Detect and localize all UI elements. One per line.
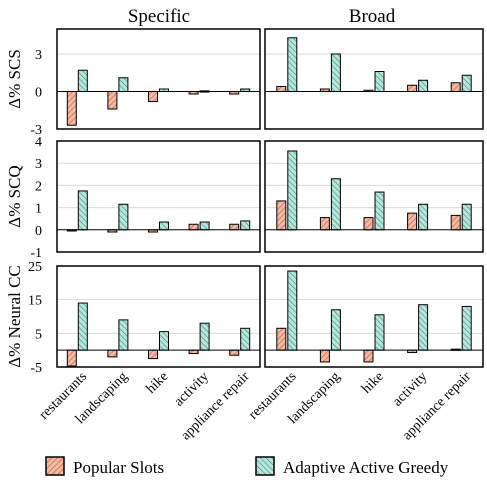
- panel-frame: [264, 28, 484, 130]
- panel-delta-scq-broad: [264, 140, 484, 253]
- bar-adaptive-active-greedy-landscaping: [118, 203, 129, 231]
- bar-popular-slots-appliance-repair: [450, 214, 461, 231]
- legend: Popular Slots Adaptive Active Greedy: [45, 456, 449, 477]
- bar-popular-slots-restaurants: [276, 200, 287, 231]
- panel-delta-neural-cc-specific: [56, 265, 261, 368]
- bar-adaptive-active-greedy-restaurants: [287, 37, 298, 92]
- bar-popular-slots-activity: [407, 212, 418, 231]
- x-tick-label-activity: activity: [172, 369, 212, 409]
- bar-popular-slots-landscaping: [107, 349, 118, 358]
- y-tick-label: 0: [35, 224, 42, 239]
- bar-popular-slots-restaurants: [276, 86, 287, 92]
- panel-delta-scs-broad: [264, 28, 484, 130]
- panel-delta-scq-specific: [56, 140, 261, 253]
- bar-adaptive-active-greedy-appliance-repair: [240, 220, 251, 231]
- bar-adaptive-active-greedy-activity: [199, 221, 210, 231]
- chart-panels: Δ% SCS -3 0 3 Δ% SCQ -1 0 1 2 3 4 Δ% Neural CC -5 5 15…: [5, 28, 484, 376]
- bar-popular-slots-restaurants: [66, 349, 77, 367]
- bar-adaptive-active-greedy-appliance-repair: [461, 74, 472, 92]
- panel-frame: [264, 140, 484, 253]
- bar-popular-slots-hike: [363, 217, 374, 231]
- bar-popular-slots-hike: [148, 91, 158, 102]
- bar-adaptive-active-greedy-hike: [374, 314, 385, 351]
- bar-popular-slots-hike: [363, 349, 374, 363]
- bar-adaptive-active-greedy-activity: [199, 322, 210, 351]
- bar-popular-slots-restaurants: [66, 91, 77, 126]
- panel-frame: [56, 140, 261, 253]
- bar-adaptive-active-greedy-appliance-repair: [461, 203, 472, 231]
- bar-popular-slots-appliance-repair: [450, 82, 461, 92]
- bar-adaptive-active-greedy-landscaping: [118, 77, 129, 92]
- panel-frame: [56, 265, 261, 368]
- bar-popular-slots-activity: [407, 84, 418, 92]
- y-tick-label: 15: [28, 294, 42, 309]
- bar-adaptive-active-greedy-appliance-repair: [240, 327, 251, 351]
- bar-adaptive-active-greedy-activity: [418, 203, 429, 231]
- y-tick-label: -3: [30, 123, 42, 138]
- bar-adaptive-active-greedy-restaurants: [77, 69, 88, 92]
- x-tick-label-hike: hike: [359, 369, 387, 397]
- bar-popular-slots-restaurants: [276, 327, 287, 351]
- y-axis-label-delta-neural-cc: Δ% Neural CC: [5, 265, 24, 368]
- bar-adaptive-active-greedy-activity: [418, 304, 429, 351]
- bar-popular-slots-landscaping: [319, 349, 330, 363]
- bar-popular-slots-activity: [188, 349, 199, 355]
- column-title-specific: Specific: [128, 6, 190, 27]
- bar-adaptive-active-greedy-appliance-repair: [461, 305, 472, 351]
- y-tick-label: 3: [35, 157, 42, 172]
- y-tick-label: 4: [35, 135, 42, 150]
- y-tick-label: 3: [35, 48, 42, 63]
- legend-label-popular-slots: Popular Slots: [73, 458, 164, 477]
- bar-adaptive-active-greedy-landscaping: [330, 53, 341, 92]
- bar-adaptive-active-greedy-landscaping: [330, 178, 341, 231]
- bar-adaptive-active-greedy-hike: [159, 221, 169, 231]
- bar-adaptive-active-greedy-restaurants: [77, 190, 88, 231]
- bar-adaptive-active-greedy-hike: [374, 71, 385, 92]
- bar-adaptive-active-greedy-landscaping: [118, 319, 129, 351]
- y-tick-label: 1: [35, 202, 42, 217]
- x-tick-label-hike: hike: [144, 369, 172, 397]
- panel-frame: [56, 28, 261, 130]
- bar-adaptive-active-greedy-restaurants: [287, 150, 298, 231]
- y-axis-label-delta-scq: Δ% SCQ: [5, 165, 24, 227]
- panel-delta-neural-cc-broad: [264, 265, 484, 368]
- bar-popular-slots-hike: [148, 349, 158, 360]
- bar-adaptive-active-greedy-restaurants: [287, 270, 298, 351]
- legend-swatch-adaptive-active-greedy: [255, 456, 275, 476]
- y-axis-label-delta-scs: Δ% SCS: [5, 49, 24, 109]
- y-tick-label: 0: [35, 86, 42, 101]
- legend-label-adaptive-active-greedy: Adaptive Active Greedy: [283, 458, 449, 477]
- bar-popular-slots-activity: [188, 223, 199, 231]
- y-tick-label: 5: [35, 327, 42, 342]
- column-title-broad: Broad: [349, 6, 396, 27]
- bar-popular-slots-landscaping: [107, 91, 118, 110]
- bar-adaptive-active-greedy-restaurants: [77, 302, 88, 351]
- panel-delta-scs-specific: [56, 28, 261, 130]
- y-tick-label: 2: [35, 179, 42, 194]
- legend-swatch-popular-slots: [45, 456, 65, 476]
- bar-popular-slots-landscaping: [319, 217, 330, 231]
- panel-frame: [264, 265, 484, 368]
- bar-adaptive-active-greedy-hike: [374, 191, 385, 231]
- bar-adaptive-active-greedy-activity: [418, 79, 429, 92]
- bar-popular-slots-appliance-repair: [229, 349, 240, 356]
- y-tick-label: -1: [30, 246, 42, 261]
- x-tick-label-activity: activity: [390, 369, 430, 409]
- y-tick-label: -5: [30, 361, 42, 376]
- bar-adaptive-active-greedy-landscaping: [330, 309, 341, 351]
- bar-popular-slots-appliance-repair: [229, 223, 240, 231]
- bar-adaptive-active-greedy-hike: [159, 331, 169, 351]
- y-tick-label: 25: [28, 260, 42, 275]
